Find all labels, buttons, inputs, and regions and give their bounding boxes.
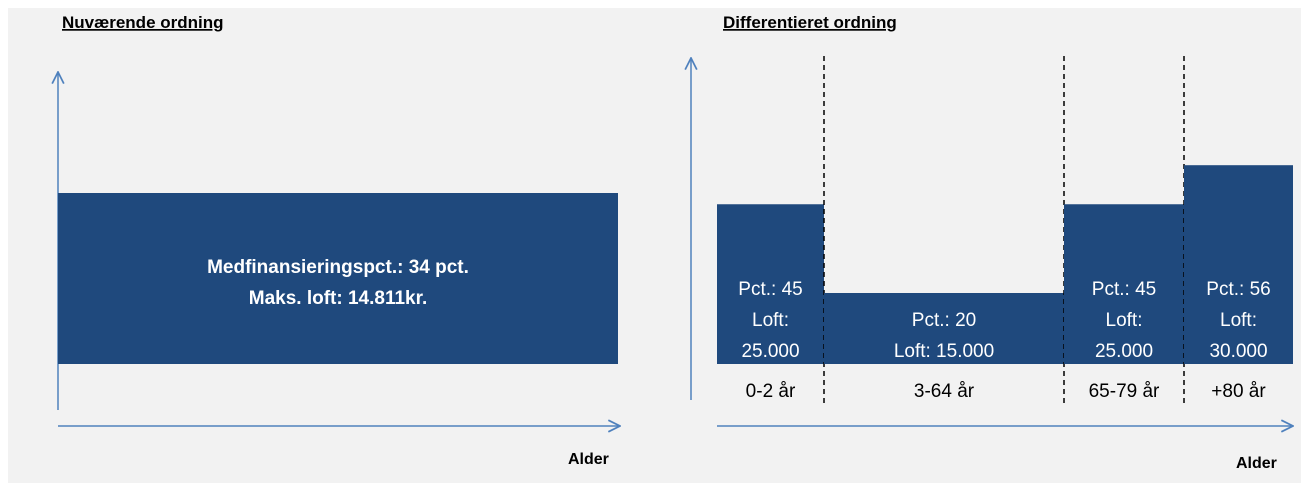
age-label-2: 3-64 år bbox=[914, 381, 975, 402]
bar-3 bbox=[1064, 204, 1184, 364]
left-panel-title: Nuværende ordning bbox=[62, 13, 224, 32]
right-x-axis-label: Alder bbox=[1236, 455, 1277, 472]
bar-4-label-2: Loft: bbox=[1220, 310, 1257, 331]
bar-3-label-2: Loft: bbox=[1106, 310, 1143, 331]
bar-3-label-3: 25.000 bbox=[1095, 341, 1153, 362]
bar-2-label-2: Loft: 15.000 bbox=[894, 341, 994, 362]
bar-1-label-2: Loft: bbox=[752, 310, 789, 331]
right-bar-groups: Pct.: 45 Loft: 25.000 0-2 år Pct.: 20 Loft: 1… bbox=[717, 56, 1293, 405]
right-panel-title: Differentieret ordning bbox=[723, 13, 897, 32]
age-label-4: +80 år bbox=[1211, 381, 1266, 402]
left-x-axis-label: Alder bbox=[568, 451, 609, 468]
left-bar-pct-label: Medfinansieringspct.: 34 pct. bbox=[207, 257, 469, 278]
age-label-3: 65-79 år bbox=[1089, 381, 1160, 402]
bar-4-label-3: 30.000 bbox=[1209, 341, 1267, 362]
bar-4 bbox=[1184, 165, 1293, 364]
bar-1-label-1: Pct.: 45 bbox=[738, 279, 802, 300]
bar-1 bbox=[717, 204, 824, 364]
bar-4-label-1: Pct.: 56 bbox=[1206, 279, 1270, 300]
left-bar-cap-label: Maks. loft: 14.811kr. bbox=[249, 288, 428, 309]
bar-3-label-1: Pct.: 45 bbox=[1092, 279, 1156, 300]
bar-1-label-3: 25.000 bbox=[741, 341, 799, 362]
bar-2-label-1: Pct.: 20 bbox=[912, 310, 976, 331]
left-bar bbox=[58, 193, 618, 364]
age-label-1: 0-2 år bbox=[746, 381, 796, 402]
bar-2 bbox=[824, 293, 1064, 364]
